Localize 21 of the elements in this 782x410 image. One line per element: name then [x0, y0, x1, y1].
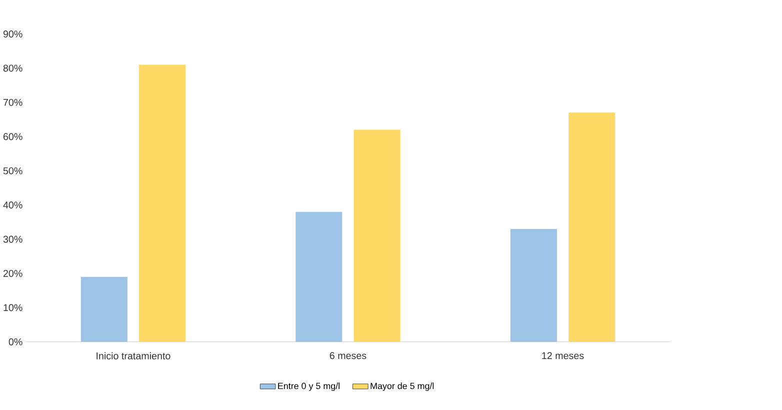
- y-tick-label: 90%: [3, 30, 22, 38]
- y-tick-label: 70%: [3, 99, 22, 106]
- y-tick-label: 50%: [3, 167, 22, 174]
- bar: [510, 229, 557, 342]
- bar: [80, 276, 128, 342]
- bar: [139, 64, 186, 342]
- y-tick-label: 40%: [3, 202, 22, 209]
- x-tick-label: 12 meses: [542, 352, 584, 360]
- bar: [354, 130, 400, 342]
- legend-label: Entre 0 y 5 mg/l: [278, 382, 340, 391]
- y-tick-label: 30%: [3, 236, 22, 243]
- x-tick-label: Inicio tratamiento: [96, 352, 170, 360]
- y-tick-label: 20%: [3, 270, 22, 277]
- x-tick-label: 6 meses: [330, 352, 366, 360]
- y-tick-label: 60%: [3, 133, 22, 140]
- y-tick-label: 10%: [4, 304, 22, 312]
- bar: [296, 212, 342, 342]
- legend-label: Mayor de 5 mg/l: [370, 382, 434, 391]
- y-tick-label: 80%: [3, 64, 22, 72]
- bar: [568, 112, 616, 342]
- y-tick-label: 0%: [8, 338, 22, 346]
